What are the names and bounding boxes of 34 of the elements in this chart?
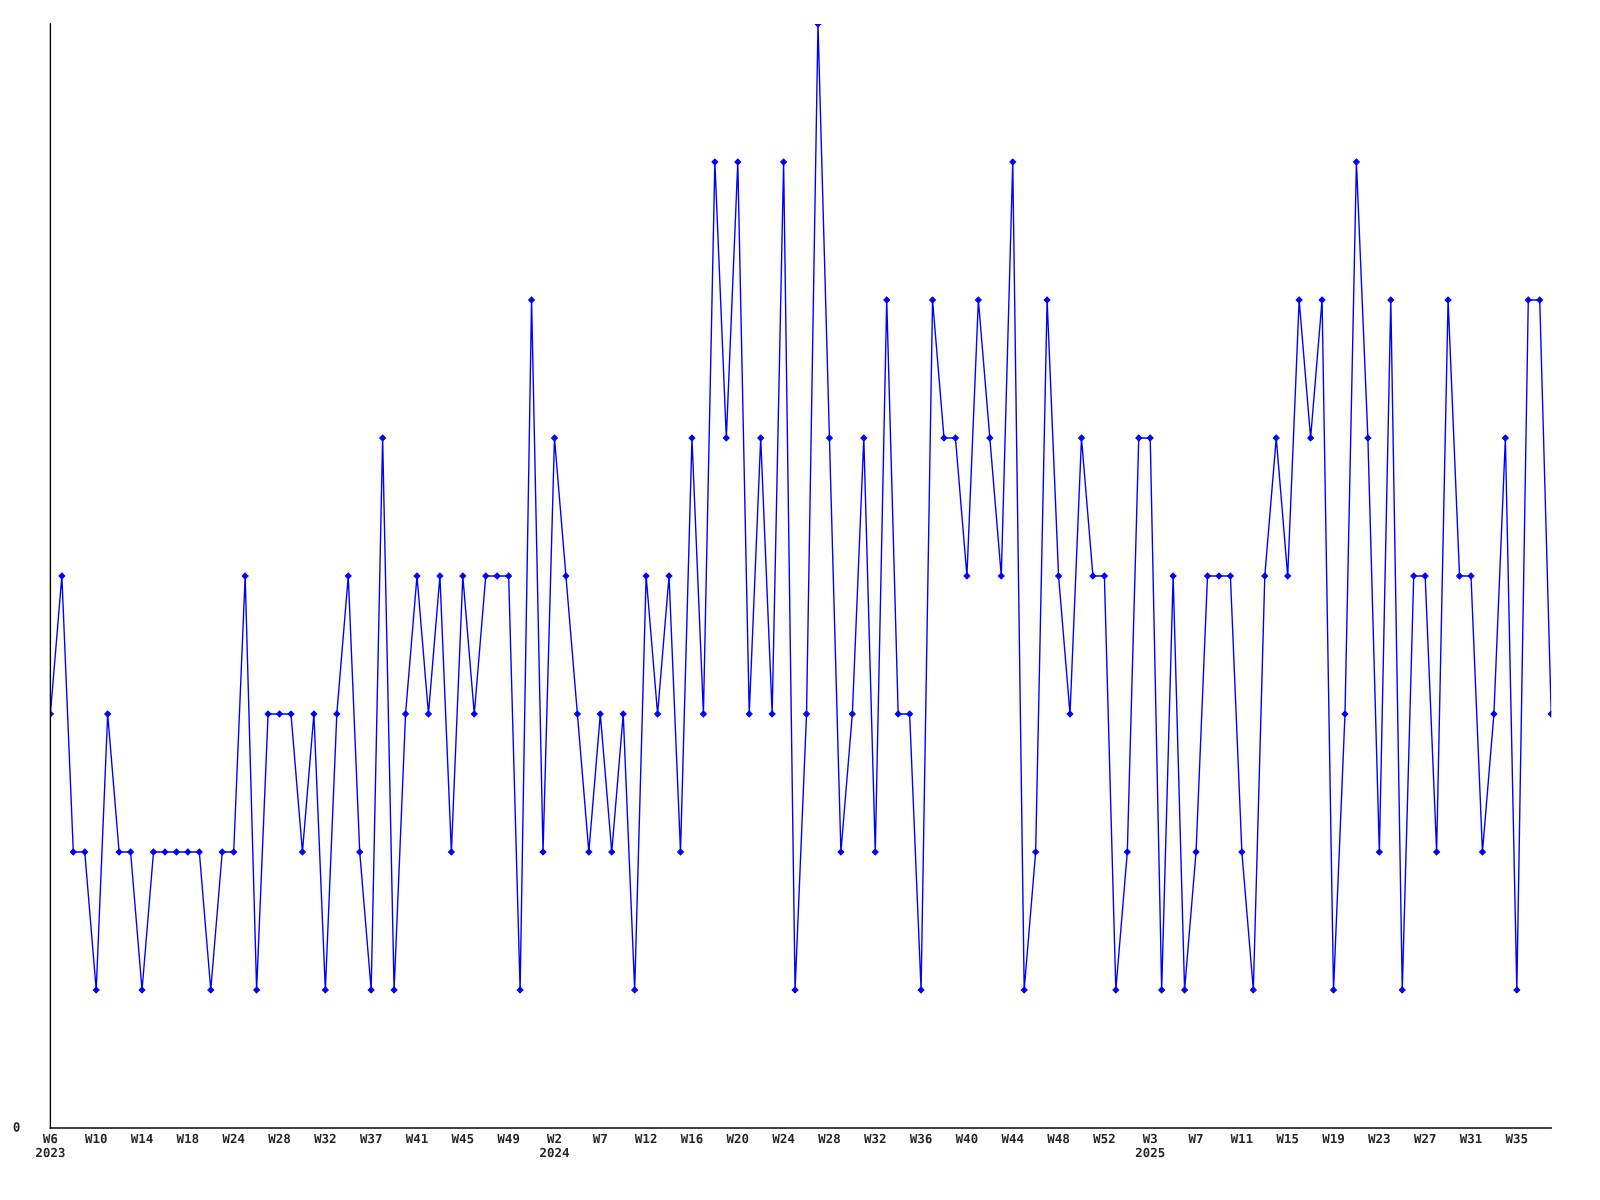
x-tick-label: W27 <box>1413 1133 1436 1144</box>
x-tick-label: W44 <box>1001 1133 1024 1144</box>
x-tick-label: W41 <box>405 1133 428 1144</box>
text: 0 <box>13 1122 20 1132</box>
x-tick-label: W14 <box>130 1133 153 1144</box>
x-tick-label: W11 <box>1230 1133 1253 1144</box>
x-tick-label: W10 <box>84 1133 107 1144</box>
x-tick-label: W16 <box>680 1133 703 1144</box>
x-tick-label: W6 2023 <box>36 1133 65 1158</box>
x-tick-label: W15 <box>1276 1133 1299 1144</box>
x-tick-label: W45 <box>451 1133 474 1144</box>
x-tick-label: W28 <box>818 1133 840 1144</box>
x-tick-label: W12 <box>634 1133 657 1144</box>
x-tick-label: W36 <box>909 1133 932 1144</box>
x-tick-label: W52 <box>1093 1133 1115 1144</box>
x-tick-label: W31 <box>1459 1133 1482 1144</box>
x-tick-label: W18 <box>176 1133 199 1144</box>
x-tick-label: W24 <box>222 1133 245 1144</box>
x-tick-label: W49 <box>497 1133 520 1144</box>
x-tick-label: W23 <box>1368 1133 1390 1144</box>
x-tick-label: W35 <box>1505 1133 1528 1144</box>
x-tick-label: W32 <box>863 1133 886 1144</box>
x-tick-label: W28 <box>268 1133 291 1144</box>
x-tick-label: W37 <box>359 1133 382 1144</box>
x-tick-label: W40 <box>955 1133 978 1144</box>
x-tick-label: W32 <box>314 1133 336 1144</box>
x-tick-label: W3 2025 <box>1135 1133 1165 1158</box>
x-tick-label: W48 <box>1047 1133 1070 1144</box>
x-tick-label: W24 <box>772 1133 795 1144</box>
x-tick-label: W7 <box>592 1133 607 1144</box>
x-tick-label: W7 <box>1188 1133 1203 1144</box>
x-tick-label: W20 <box>726 1133 749 1144</box>
x-tick-label: W2 2024 <box>540 1133 569 1158</box>
x-tick-label: W19 <box>1322 1133 1345 1144</box>
